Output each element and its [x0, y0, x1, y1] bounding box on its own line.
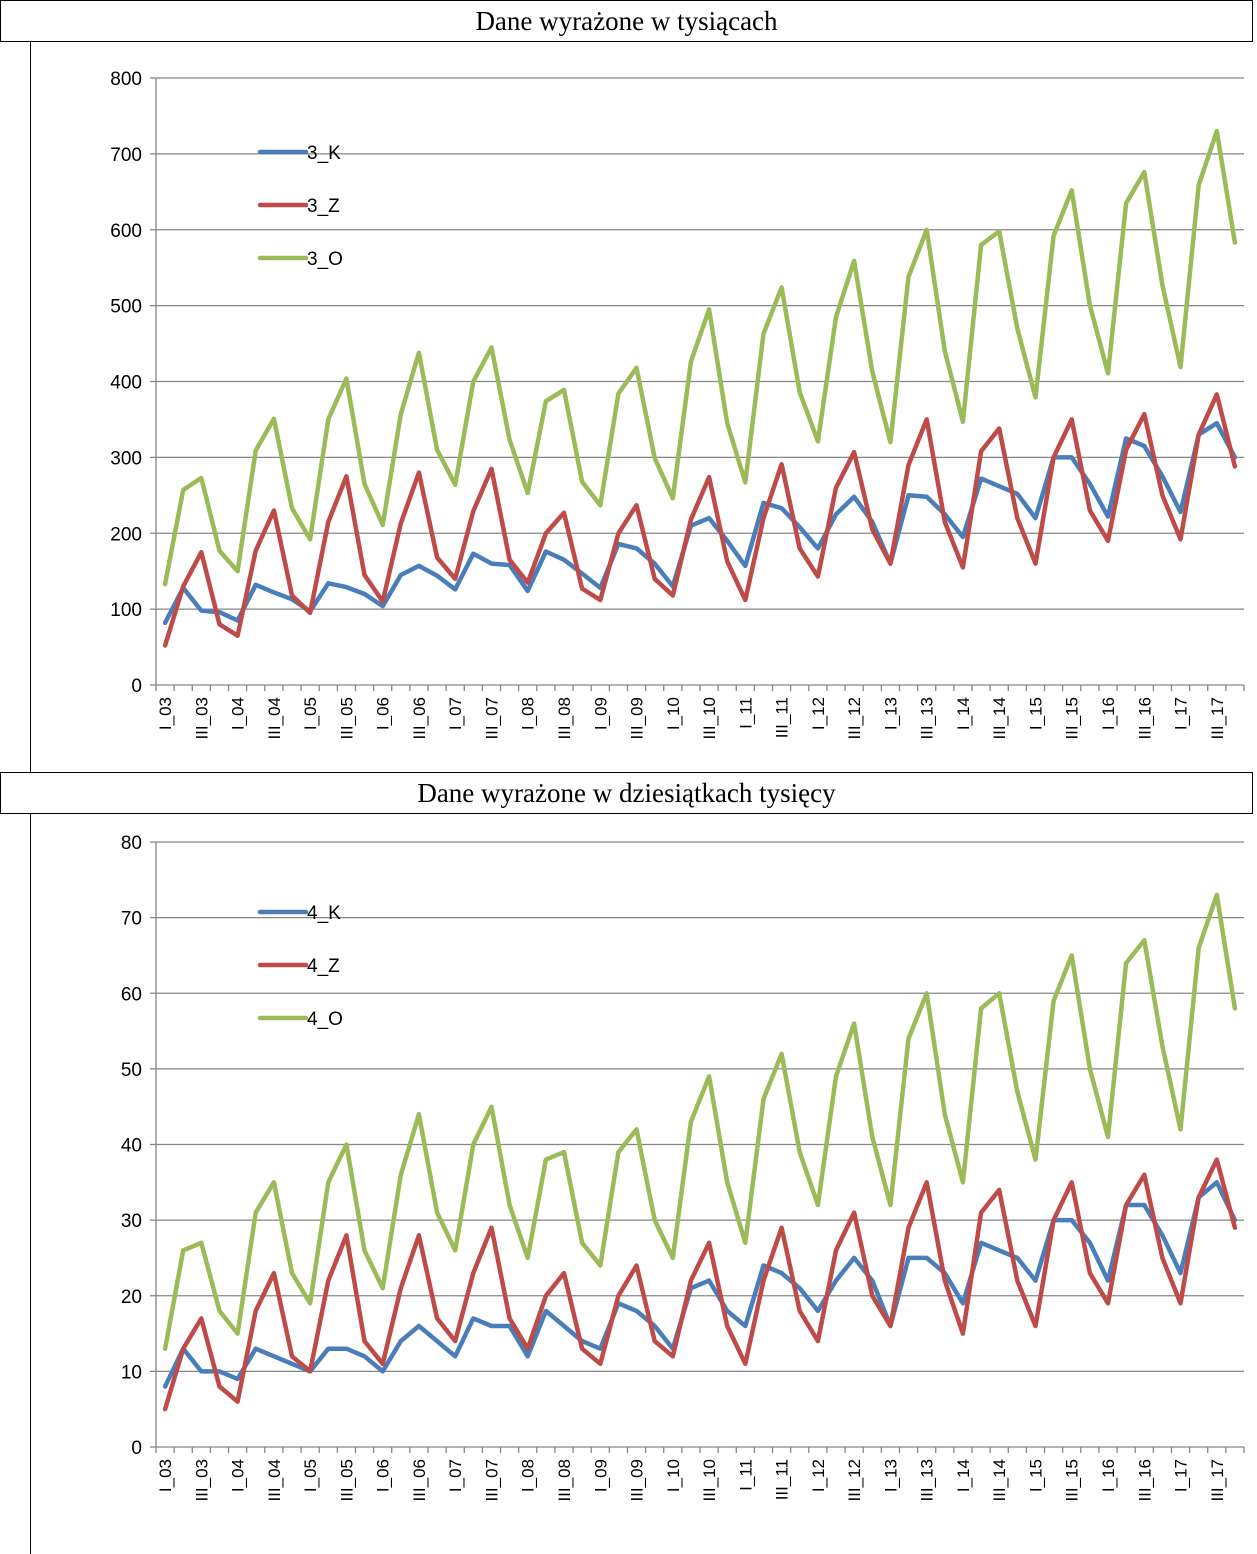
chart1-x-tick-label: III_17: [1208, 697, 1227, 740]
chart2-x-tick-label: I_13: [881, 1459, 900, 1492]
chart1-x-tick-label: I_12: [809, 697, 828, 730]
chart2-x-tick-label: I_05: [301, 1459, 320, 1492]
chart2-legend-label: 4_O: [307, 1009, 343, 1030]
chart2-x-tick-label: III_07: [482, 1459, 501, 1502]
chart1-y-tick-label: 600: [110, 221, 142, 242]
frame-left-line-2: [30, 814, 31, 1554]
chart1-series-line-3_Z: [162, 392, 1238, 648]
chart2-y-tick-label: 80: [121, 833, 142, 854]
chart2-x-tick-label: I_04: [229, 1459, 248, 1492]
chart1-x-tick-label: III_08: [555, 697, 574, 740]
chart1-x-tick-label: I_05: [301, 697, 320, 730]
chart2-x-tick-label: I_07: [446, 1459, 465, 1492]
chart1-x-tick-label: I_09: [591, 697, 610, 730]
chart2-y-tick-label: 70: [121, 909, 142, 930]
chart2-x-tick-label: III_13: [918, 1459, 937, 1502]
chart2-x-tick-label: III_05: [337, 1459, 356, 1502]
chart1-series-line-3_O: [162, 128, 1238, 587]
chart2-x-tick-label: I_03: [156, 1459, 175, 1492]
chart2-x-tick-label: I_08: [519, 1459, 538, 1492]
chart1-x-tick-label: III_10: [700, 697, 719, 740]
chart1-x-tick-label: I_17: [1172, 697, 1191, 730]
chart1-x-tick-label: III_04: [265, 697, 284, 740]
chart2-x-tick-label: III_08: [555, 1459, 574, 1502]
chart1-x-tick-label: III_09: [628, 697, 647, 740]
chart1-y-tick-label: 400: [110, 373, 142, 394]
chart1-y-tick-label: 700: [110, 145, 142, 166]
chart2-x-tick-label: III_16: [1135, 1459, 1154, 1502]
chart2-y-tick-label: 40: [121, 1136, 142, 1157]
chart1-x-tick-label: I_07: [446, 697, 465, 730]
chart1-x-tick-label: I_10: [664, 697, 683, 730]
chart1-x-tick-label: III_06: [410, 697, 429, 740]
chart1-legend-label: 3_O: [307, 249, 343, 270]
chart1-x-tick-label: I_06: [374, 697, 393, 730]
chart2-legend-label: 4_Z: [307, 956, 340, 977]
chart2-x-tick-label: III_17: [1208, 1459, 1227, 1502]
chart1-y-tick-label: 200: [110, 524, 142, 545]
chart2-plot: 0 10 20 30 40 50 60 70 80 I_03 III_03 I_04 III_04 I_0…: [121, 833, 1245, 1502]
chart1-y-tick-label: 500: [110, 297, 142, 318]
chart2-series-line-4_O: [162, 892, 1238, 1351]
chart2-x-tick-label: I_09: [591, 1459, 610, 1492]
chart1-x-tick-label: III_07: [482, 697, 501, 740]
chart2-x-tick-label: III_14: [990, 1459, 1009, 1502]
chart2-y-tick-label: 30: [121, 1211, 142, 1232]
chart1-x-tick-label: III_12: [845, 697, 864, 740]
chart1-x-tick-label: I_04: [229, 697, 248, 730]
chart2-x-tick-label: I_14: [954, 1459, 973, 1492]
chart1-x-tick-label: III_16: [1135, 697, 1154, 740]
chart1-x-tick-label: III_14: [990, 697, 1009, 740]
chart2-x-tick-label: III_10: [700, 1459, 719, 1502]
chart1-x-tick-label: III_15: [1063, 697, 1082, 740]
chart2-x-tick-label: III_09: [628, 1459, 647, 1502]
chart2-y-tick-label: 20: [121, 1287, 142, 1308]
chart1-x-tick-label: I_03: [156, 697, 175, 730]
chart2-series-line-4_Z: [162, 1157, 1238, 1412]
chart2-x-tick-label: III_11: [773, 1459, 792, 1500]
chart2-title: Dane wyrażone w dziesiątkach tysięcy: [0, 772, 1253, 814]
chart2-x-tick-label: III_04: [265, 1459, 284, 1502]
chart2-x-tick-label: I_10: [664, 1459, 683, 1492]
chart1-x-tick-label: I_16: [1099, 697, 1118, 730]
chart1-series-line-3_K: [162, 420, 1238, 626]
chart1-legend-label: 3_Z: [307, 196, 340, 217]
chart1-y-tick-label: 0: [131, 676, 142, 697]
frame-left-line: [30, 42, 31, 772]
chart1-x-tick-label: I_08: [519, 697, 538, 730]
chart1-x-tick-label: I_11: [736, 697, 755, 729]
chart1-x-tick-label: III_05: [337, 697, 356, 740]
chart1-x-tick-label: III_11: [773, 697, 792, 738]
chart2-x-tick-label: I_11: [736, 1459, 755, 1491]
chart1-x-tick-label: I_15: [1026, 697, 1045, 730]
chart1-x-tick-label: III_13: [918, 697, 937, 740]
chart1-y-tick-label: 800: [110, 69, 142, 90]
chart2-y-tick-label: 10: [121, 1362, 142, 1383]
chart1-y-tick-label: 100: [110, 600, 142, 621]
chart2-y-tick-label: 60: [121, 984, 142, 1005]
chart1-legend-label: 3_K: [307, 143, 341, 164]
chart2-x-tick-label: I_16: [1099, 1459, 1118, 1492]
chart1-x-tick-label: I_14: [954, 697, 973, 730]
chart1-x-tick-label: III_03: [192, 697, 211, 740]
chart1-y-tick-label: 300: [110, 448, 142, 469]
chart2-series-line-4_K: [162, 1180, 1238, 1389]
chart2-x-tick-label: I_06: [374, 1459, 393, 1492]
chart1-x-tick-label: I_13: [881, 697, 900, 730]
chart2-y-tick-label: 50: [121, 1060, 142, 1081]
chart2-x-tick-label: I_12: [809, 1459, 828, 1492]
chart2-x-tick-label: I_15: [1026, 1459, 1045, 1492]
chart2-x-tick-label: III_03: [192, 1459, 211, 1502]
chart2-x-tick-label: III_06: [410, 1459, 429, 1502]
chart2-x-tick-label: I_17: [1172, 1459, 1191, 1492]
chart2-x-tick-label: III_12: [845, 1459, 864, 1502]
chart2-y-tick-label: 0: [131, 1438, 142, 1459]
chart1-plot: 0 100 200 300 400 500 600 700 800 I_03 III_03 I_04 I…: [110, 69, 1245, 740]
chart1-title: Dane wyrażone w tysiącach: [0, 0, 1253, 42]
chart2-legend-label: 4_K: [307, 903, 341, 924]
chart2-x-tick-label: III_15: [1063, 1459, 1082, 1502]
